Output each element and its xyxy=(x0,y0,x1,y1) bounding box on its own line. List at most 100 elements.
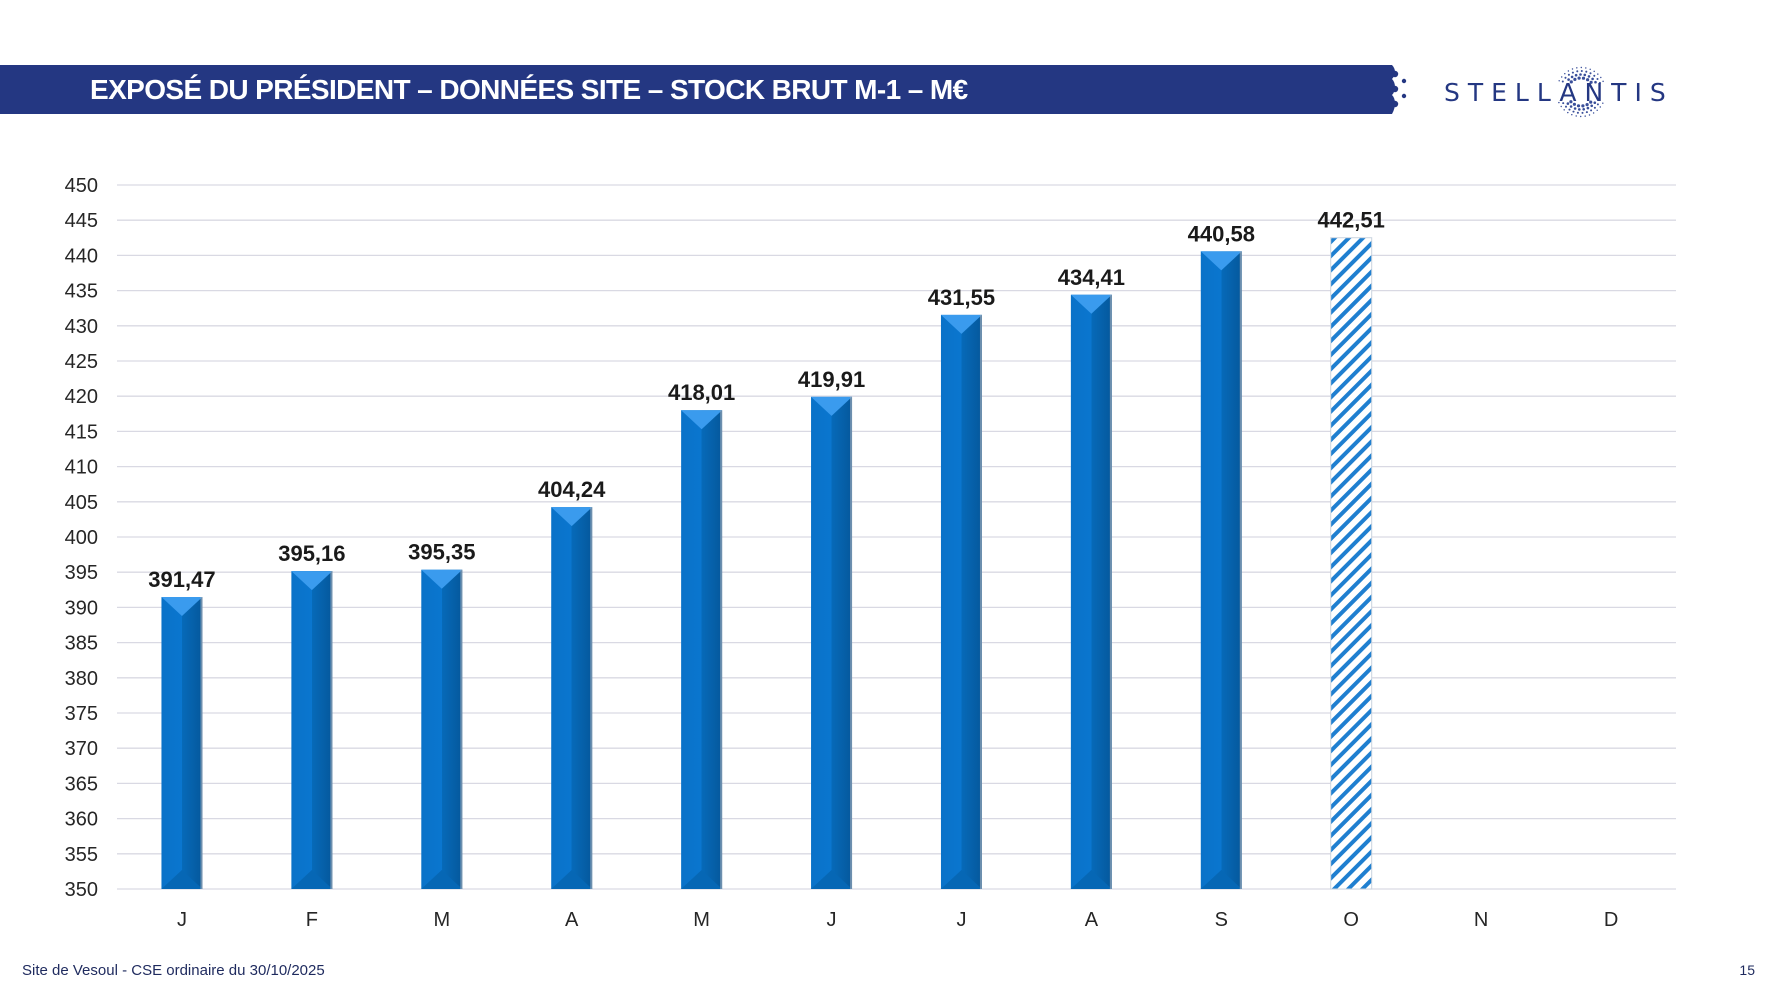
data-label: 419,91 xyxy=(798,367,865,392)
y-tick-label: 375 xyxy=(65,703,98,725)
logo-dot xyxy=(1576,104,1581,108)
bar-edge xyxy=(590,507,593,889)
data-label: 391,47 xyxy=(148,567,215,592)
bar xyxy=(940,314,982,889)
y-axis-ticks: 350 355 360 365 370 375 380 385 390 395 400 405 410 4… xyxy=(65,175,98,901)
bar-edge xyxy=(460,569,463,889)
logo-dot xyxy=(1571,68,1574,70)
logo-dot xyxy=(1586,106,1590,110)
logo-dot xyxy=(1600,76,1602,79)
logo-dot xyxy=(1593,101,1597,105)
x-category-label: S xyxy=(1215,909,1228,931)
bar-bevel-top xyxy=(421,569,463,589)
logo-dot xyxy=(1599,106,1602,108)
logo-dot xyxy=(1574,73,1578,77)
logo-dot xyxy=(1573,107,1577,110)
bar-edge xyxy=(850,396,853,889)
logo-dot xyxy=(1584,115,1586,117)
bar-bevel-top xyxy=(291,571,333,591)
bar xyxy=(291,571,333,889)
bar-bevel-bottom xyxy=(291,870,333,889)
y-tick-label: 415 xyxy=(65,421,98,443)
stellantis-logo: STELLANTIS xyxy=(1440,66,1700,118)
y-tick-label: 450 xyxy=(65,175,98,197)
logo-dot xyxy=(1602,102,1604,104)
logo-dot xyxy=(1593,106,1596,109)
logo-dot xyxy=(1602,80,1604,83)
page-title: EXPOSÉ DU PRÉSIDENT – DONNÉES SITE – STO… xyxy=(90,74,968,105)
y-tick-label: 445 xyxy=(65,210,98,232)
bar-edge xyxy=(1109,294,1112,889)
bar-fill xyxy=(811,396,853,889)
data-label: 442,51 xyxy=(1318,208,1385,233)
y-tick-label: 390 xyxy=(65,597,98,619)
logo-dot xyxy=(1590,109,1593,112)
y-tick-label: 420 xyxy=(65,386,98,408)
bar-edge xyxy=(330,571,333,889)
logo-dot xyxy=(1576,67,1578,69)
x-category-label: M xyxy=(693,909,710,931)
logo-dot xyxy=(1563,109,1565,111)
bar-bevel-bottom xyxy=(161,870,203,889)
bar xyxy=(811,396,853,889)
bar-bevel-bottom xyxy=(1070,870,1112,889)
bar-bevel-bottom xyxy=(811,870,853,889)
logo-dot xyxy=(1588,114,1591,116)
bar-fill xyxy=(421,569,463,889)
logo-dot xyxy=(1572,110,1575,113)
x-category-label: J xyxy=(827,909,837,931)
logo-dot xyxy=(1585,111,1588,114)
bar-bevel-top xyxy=(161,597,203,617)
bar-hatched xyxy=(1330,237,1373,890)
logo-dot xyxy=(1566,102,1570,105)
bar-fill xyxy=(681,410,723,889)
data-label: 434,41 xyxy=(1058,265,1125,290)
x-category-label: M xyxy=(433,909,450,931)
y-tick-label: 380 xyxy=(65,668,98,690)
bar-bevel-top xyxy=(1200,251,1242,271)
bar-bevel-top xyxy=(1070,294,1112,314)
logo-dot xyxy=(1568,108,1571,111)
logo-dot xyxy=(1560,105,1562,108)
x-category-label: A xyxy=(1085,909,1099,931)
x-category-label: O xyxy=(1343,909,1359,931)
y-tick-label: 405 xyxy=(65,492,98,514)
logo-dot xyxy=(1596,103,1599,106)
bar-fill xyxy=(291,571,333,889)
logo-dot xyxy=(1586,78,1590,82)
logo-dot xyxy=(1577,76,1581,80)
data-label: 418,01 xyxy=(668,380,735,405)
logo-dot xyxy=(1564,72,1566,75)
y-tick-label: 370 xyxy=(65,738,98,760)
data-label: 395,35 xyxy=(408,540,475,565)
logo-dot xyxy=(1572,102,1576,106)
logo-dot xyxy=(1581,76,1586,80)
x-category-label: D xyxy=(1604,909,1618,931)
logo-dot xyxy=(1593,74,1596,77)
data-label: 395,16 xyxy=(278,541,345,566)
y-tick-label: 355 xyxy=(65,844,98,866)
y-tick-label: 395 xyxy=(65,562,98,584)
logo-dot xyxy=(1575,115,1577,117)
logo-dot xyxy=(1582,107,1586,111)
bar xyxy=(161,597,203,889)
logo-dot xyxy=(1573,77,1577,81)
logo-dot xyxy=(1562,102,1565,105)
y-tick-label: 350 xyxy=(65,879,98,901)
bar-bevel-bottom xyxy=(940,870,982,889)
bar-edge xyxy=(1239,251,1242,890)
logo-dot xyxy=(1597,73,1599,75)
bar-edge xyxy=(720,410,723,889)
bar-fill xyxy=(1070,294,1112,889)
y-tick-label: 360 xyxy=(65,809,98,831)
logo-dot xyxy=(1558,80,1560,82)
bar-bevel-bottom xyxy=(421,870,463,889)
logo-dot xyxy=(1585,67,1587,69)
data-label: 431,55 xyxy=(928,285,995,310)
logo-dot xyxy=(1558,101,1560,104)
logo-text: STELLANTIS xyxy=(1444,78,1674,107)
logo-dot xyxy=(1596,109,1598,112)
logo-dot xyxy=(1569,100,1573,104)
bar-edge xyxy=(979,314,982,889)
bar-bevel-top xyxy=(811,396,853,416)
